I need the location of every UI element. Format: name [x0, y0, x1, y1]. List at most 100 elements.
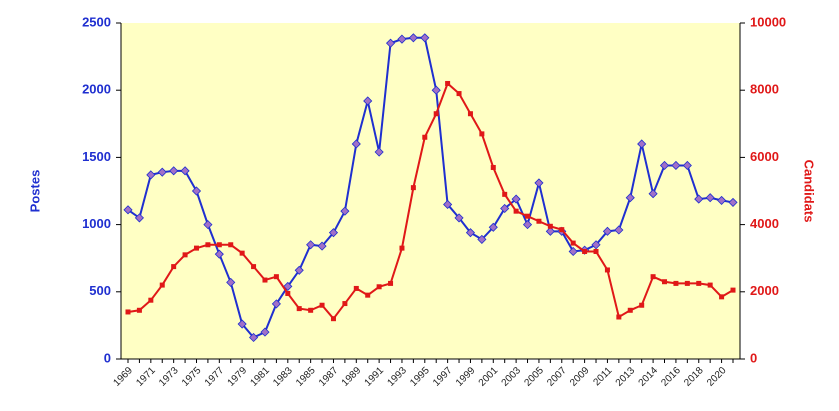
- point: [159, 282, 165, 288]
- point: [273, 274, 279, 280]
- point: [169, 166, 179, 176]
- point: [136, 307, 142, 313]
- point: [420, 33, 430, 43]
- point: [534, 178, 544, 188]
- point: [433, 111, 439, 117]
- x-tick-label: 2005: [522, 365, 546, 389]
- x-tick-label: 2014: [637, 365, 661, 389]
- x-tick-label: 2011: [591, 365, 614, 388]
- plot-area: [121, 23, 740, 359]
- x-tick-label: 1985: [294, 365, 318, 389]
- point: [342, 301, 348, 307]
- point: [328, 228, 339, 238]
- point: [467, 111, 473, 117]
- y-tick-label: 2000: [82, 82, 111, 97]
- y2-tick-label: 0: [750, 350, 757, 365]
- point: [134, 213, 144, 223]
- point: [490, 164, 496, 170]
- point: [294, 265, 304, 275]
- point: [317, 241, 327, 251]
- point: [374, 147, 384, 157]
- x-tick-label: 1983: [271, 365, 295, 389]
- point: [148, 297, 154, 303]
- point: [376, 284, 382, 290]
- point: [171, 264, 177, 270]
- point: [454, 213, 464, 223]
- point: [308, 307, 314, 313]
- y-tick-label: 1500: [82, 149, 111, 164]
- point: [365, 292, 371, 298]
- point: [262, 277, 268, 283]
- point: [627, 307, 633, 313]
- point: [260, 327, 270, 337]
- point: [545, 226, 555, 236]
- point: [431, 85, 441, 95]
- x-tick-label: 2007: [545, 365, 569, 389]
- y2-tick-label: 10000: [750, 14, 786, 29]
- point: [730, 287, 736, 293]
- point: [226, 277, 236, 287]
- point: [422, 134, 428, 140]
- point: [673, 280, 679, 286]
- point: [410, 185, 416, 191]
- point: [637, 139, 647, 149]
- point: [285, 290, 291, 296]
- x-tick-label: 1971: [134, 365, 158, 389]
- y2-axis-title: Candidats: [802, 160, 817, 223]
- point: [408, 33, 418, 43]
- x-tick-label: 1999: [454, 365, 478, 389]
- point: [180, 166, 190, 176]
- x-tick-label: 1993: [385, 365, 409, 389]
- x-tick-label: 1979: [226, 365, 250, 389]
- point: [659, 160, 670, 171]
- y-tick-label: 1000: [82, 216, 111, 231]
- point: [271, 299, 281, 309]
- point: [707, 282, 713, 288]
- point: [477, 234, 487, 244]
- point: [445, 80, 451, 86]
- x-tick-label: 1995: [408, 365, 432, 389]
- point: [123, 205, 133, 215]
- point: [559, 227, 565, 233]
- point: [662, 279, 668, 285]
- point: [399, 245, 405, 251]
- x-tick-label: 2020: [705, 365, 729, 389]
- point: [570, 240, 576, 246]
- y-tick-label: 0: [104, 350, 111, 365]
- point: [616, 314, 622, 320]
- point: [671, 160, 681, 171]
- y2-tick-label: 2000: [750, 283, 779, 298]
- y-tick-label: 2500: [82, 14, 111, 29]
- x-tick-label: 2003: [500, 365, 524, 389]
- point: [604, 267, 610, 273]
- x-tick-label: 1997: [431, 365, 455, 389]
- point: [525, 213, 531, 219]
- point: [385, 38, 396, 48]
- point: [228, 242, 234, 248]
- point: [237, 319, 247, 329]
- point: [216, 242, 222, 248]
- point: [593, 248, 599, 254]
- point: [203, 220, 213, 230]
- y-tick-label: 500: [89, 283, 111, 298]
- point: [614, 225, 624, 235]
- point: [500, 203, 510, 214]
- y-axis-title: Postes: [27, 170, 42, 213]
- point: [488, 222, 498, 232]
- point: [249, 332, 259, 343]
- point: [251, 264, 257, 270]
- x-tick-label: 1975: [180, 365, 204, 389]
- point: [397, 34, 407, 44]
- point: [513, 208, 519, 214]
- x-tick-label: 2009: [568, 365, 592, 389]
- y2-tick-label: 4000: [750, 216, 779, 231]
- point: [182, 252, 188, 258]
- point: [125, 309, 131, 315]
- point: [568, 246, 578, 257]
- point: [522, 220, 533, 230]
- x-tick-label: 1987: [317, 365, 341, 389]
- point: [547, 223, 553, 229]
- point: [705, 193, 715, 203]
- point: [684, 280, 690, 286]
- x-tick-label: 2001: [477, 365, 501, 389]
